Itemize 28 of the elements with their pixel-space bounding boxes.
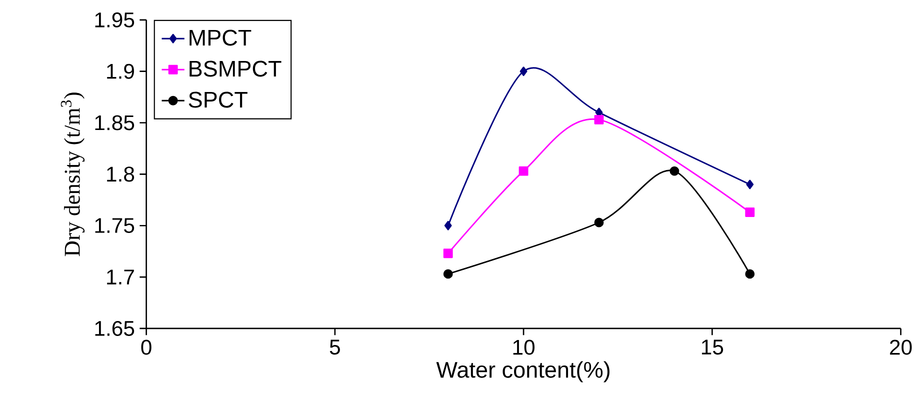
x-tick-label: 15 [702,340,724,355]
x-tick-label: 5 [330,340,340,355]
y-tick-label: 1.85 [95,115,134,130]
y-tick-label: 1.7 [107,270,134,284]
point [444,220,452,230]
point [670,166,680,176]
point [594,218,604,228]
point [518,166,528,176]
point [746,180,754,190]
legend-label: BSMPCT [190,60,282,77]
legend-label: SPCT [188,92,248,108]
y-tick-label: 1.95 [95,12,134,28]
point [745,207,755,217]
x-tick-label: 0 [141,340,152,355]
point [443,248,453,258]
legend-label: MPCT [190,30,252,46]
y-tick-label: 1.9 [107,64,134,79]
point [520,66,528,76]
point [745,269,755,279]
x-axis-title: Water content(%) [436,361,610,382]
y-tick-label: 1.75 [95,218,134,233]
x-tick-label: 20 [890,340,912,355]
point [443,269,453,279]
y-tick-label: 1.65 [95,320,134,336]
x-tick-label: 10 [513,340,535,355]
y-tick-label: 1.8 [107,166,134,182]
point [594,114,604,124]
y-axis-title: Dry density (t/m$^{3}$) [60,92,85,256]
